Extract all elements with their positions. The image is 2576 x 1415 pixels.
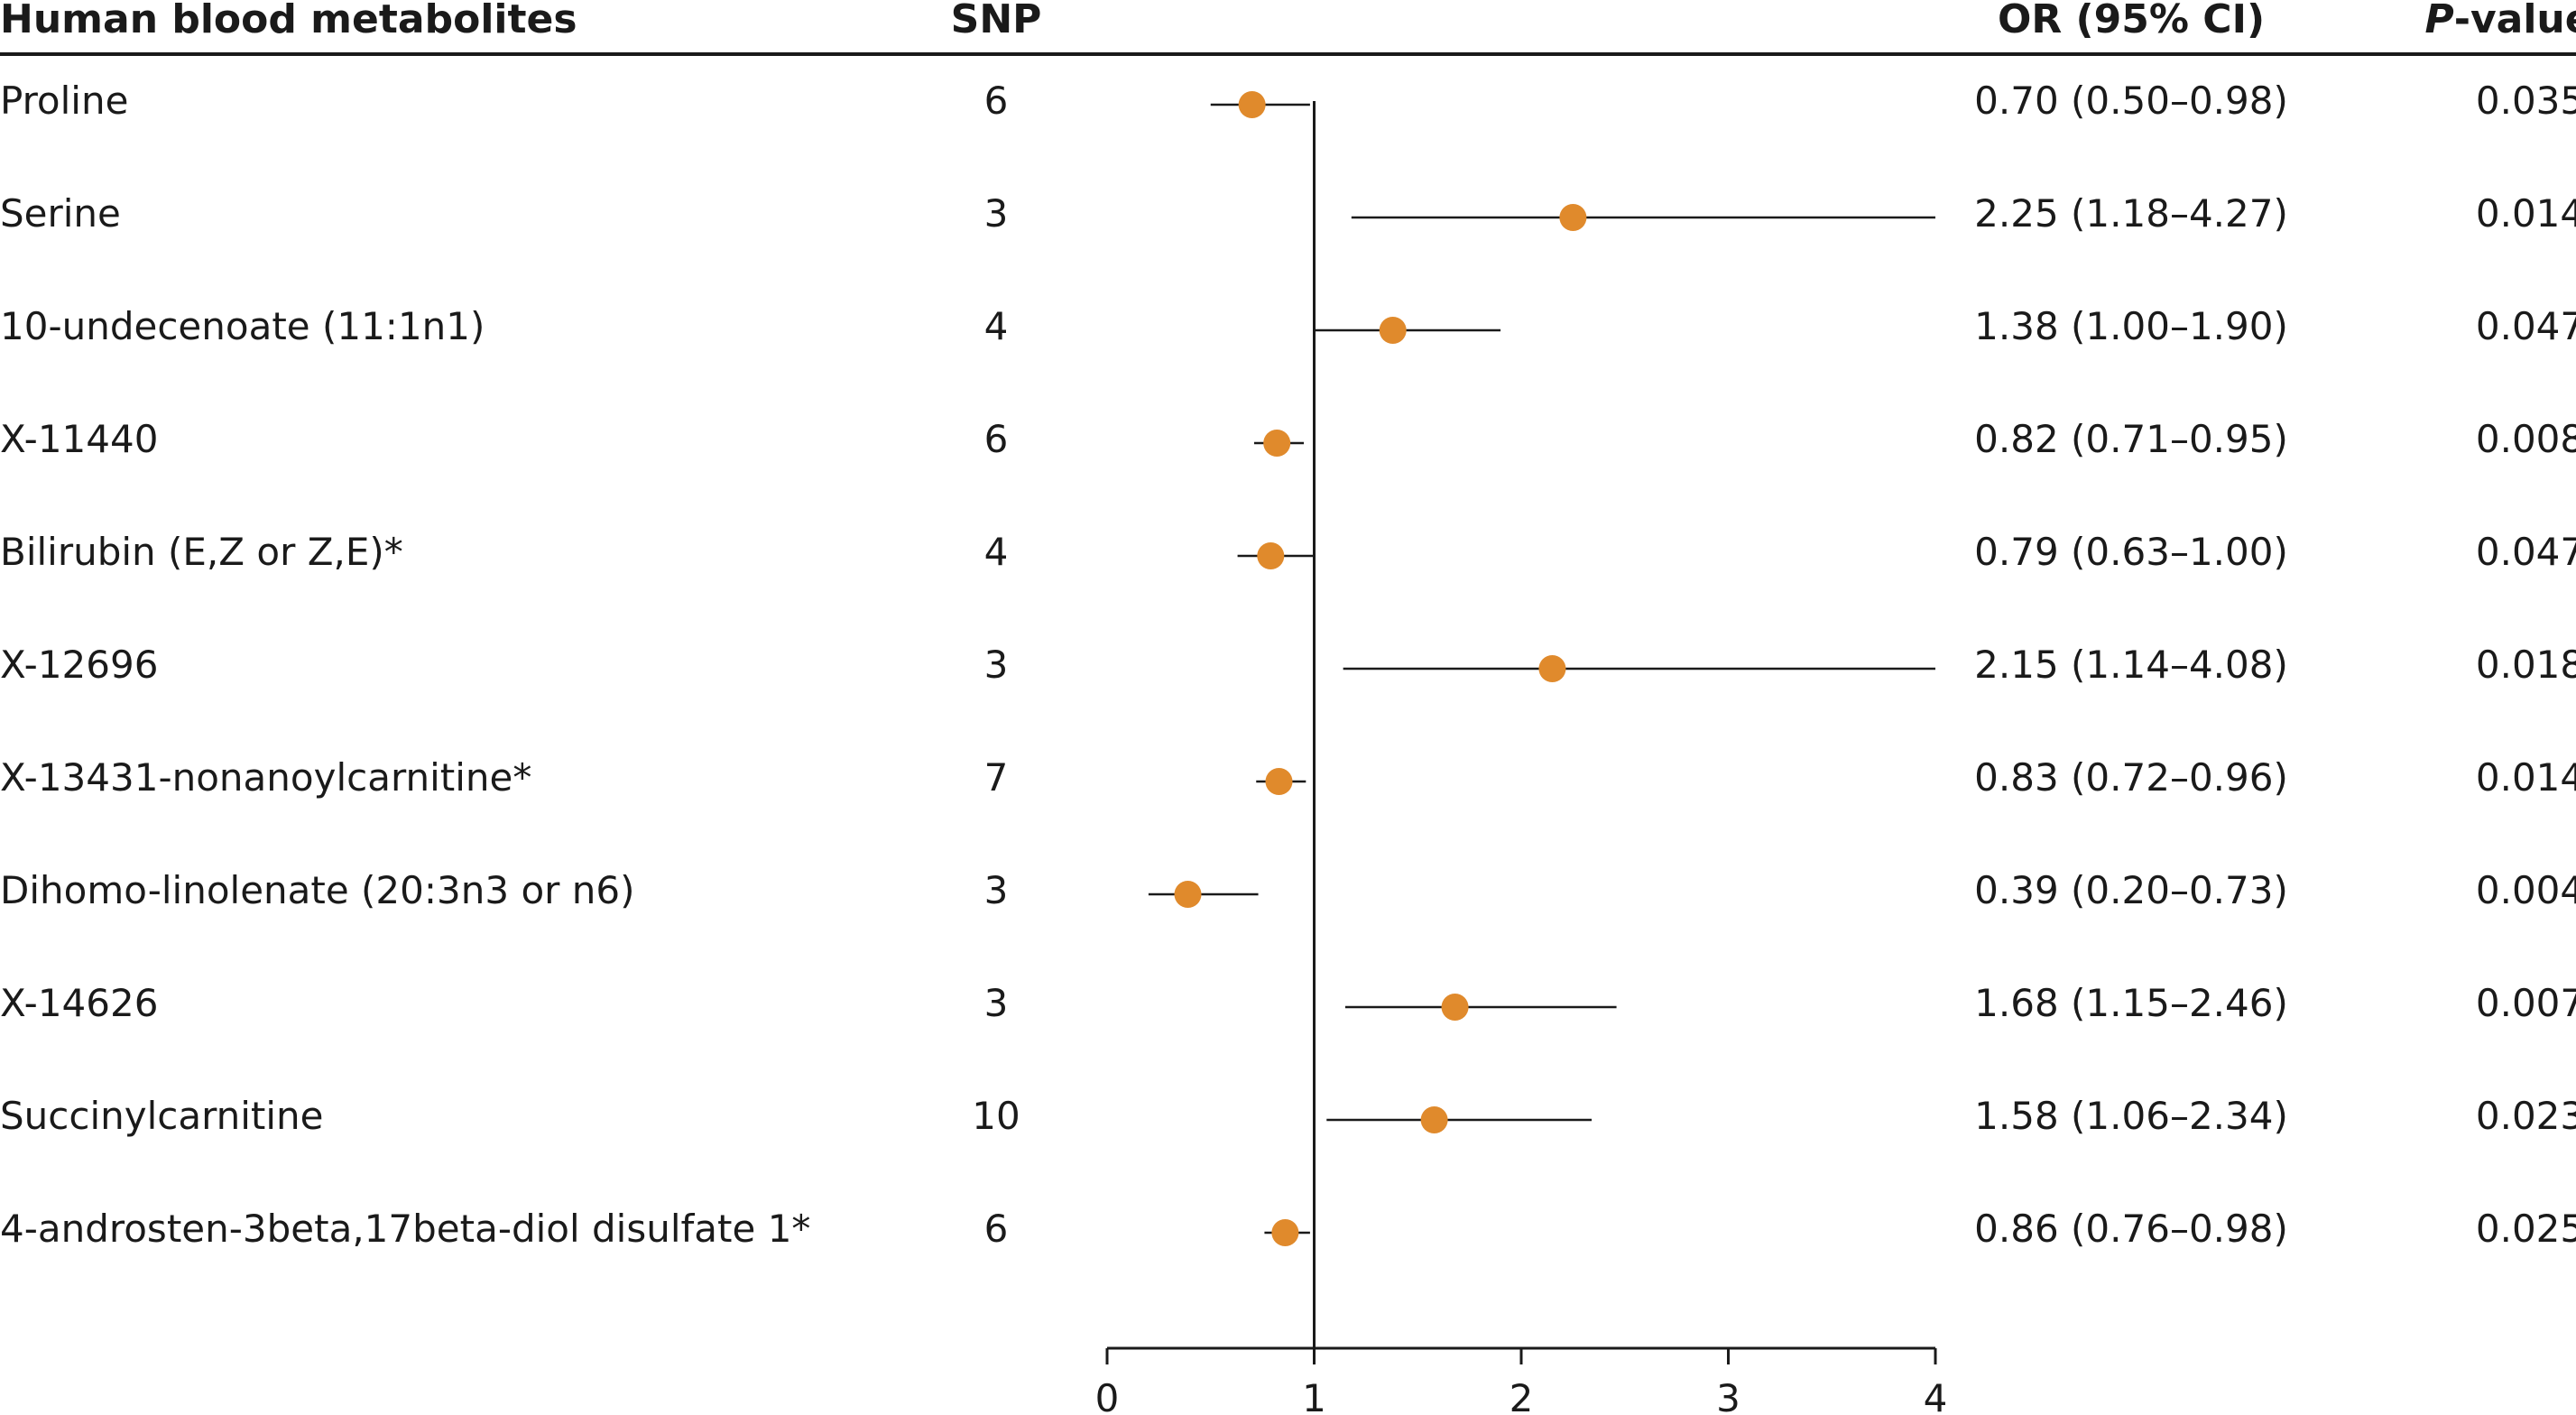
x-tick-label: 1: [1302, 1376, 1326, 1415]
or-point: [1238, 91, 1266, 118]
or-point: [1538, 655, 1566, 682]
or-point: [1559, 204, 1587, 231]
or-point: [1379, 317, 1407, 344]
or-ci-text-text: 0.86 (0.76–0.98): [1974, 1207, 2288, 1251]
header-p-italic: P: [2424, 0, 2454, 42]
p-value-text: 0.014: [2475, 755, 2576, 800]
metabolite-name-text: X-14626: [0, 981, 159, 1025]
or-ci-text-text: 0.82 (0.71–0.95): [1974, 417, 2288, 461]
metabolite-name-text: Proline: [0, 79, 129, 123]
metabolite-name: X-13431-nonanoylcarnitine*: [0, 756, 531, 800]
or-ci-text-text: 0.79 (0.63–1.00): [1974, 530, 2288, 574]
or-point: [1257, 542, 1285, 569]
or-point: [1271, 1219, 1299, 1246]
p-value-text: 0.025: [2475, 1207, 2576, 1251]
header-or-label: OR (95% CI): [1997, 0, 2266, 42]
or-ci-text-text: 0.70 (0.50–0.98): [1974, 79, 2288, 123]
metabolite-name-text: Serine: [0, 191, 121, 236]
or-ci-text-text: 1.58 (1.06–2.34): [1974, 1094, 2288, 1138]
snp-count-text: 10: [972, 1094, 1020, 1138]
metabolite-name-text: 4-androsten-3beta,17beta-diol disulfate …: [0, 1207, 811, 1251]
snp-count-text: 3: [983, 643, 1009, 687]
p-value-text: 0.035: [2475, 79, 2576, 123]
snp-count-text: 3: [983, 981, 1009, 1025]
metabolite-name-text: Bilirubin (E,Z or Z,E)*: [0, 530, 403, 574]
snp-count-text: 4: [983, 304, 1009, 348]
x-tick-label: 2: [1510, 1376, 1534, 1415]
header-snp-label: SNP: [950, 0, 1042, 42]
metabolite-name: 4-androsten-3beta,17beta-diol disulfate …: [0, 1207, 810, 1251]
or-ci-text-text: 1.68 (1.15–2.46): [1974, 981, 2288, 1025]
header-rule: [0, 52, 2576, 56]
or-ci-text-text: 1.38 (1.00–1.90): [1974, 304, 2288, 348]
or-point: [1420, 1106, 1448, 1133]
header-metabolite-label: Human blood metabolites: [0, 0, 577, 42]
or-ci-text-text: 2.15 (1.14–4.08): [1974, 643, 2288, 687]
p-value-text: 0.007: [2475, 981, 2576, 1025]
or-point: [1441, 994, 1469, 1021]
metabolite-name: Dihomo-linolenate (20:3n3 or n6): [0, 869, 634, 912]
metabolite-name: X-14626: [0, 982, 158, 1025]
metabolite-name: X-12696: [0, 643, 158, 687]
snp-count-text: 3: [983, 868, 1009, 912]
metabolite-name: Succinylcarnitine: [0, 1095, 324, 1138]
p-value-text: 0.023: [2475, 1094, 2576, 1138]
metabolite-name: Bilirubin (E,Z or Z,E)*: [0, 531, 403, 574]
metabolite-name-text: X-13431-nonanoylcarnitine*: [0, 755, 532, 800]
metabolite-name-text: Dihomo-linolenate (20:3n3 or n6): [0, 868, 635, 912]
snp-count-text: 6: [983, 417, 1009, 461]
or-ci-text-text: 0.83 (0.72–0.96): [1974, 755, 2288, 800]
p-value-text: 0.018: [2475, 643, 2576, 687]
p-value-text: 0.008: [2475, 417, 2576, 461]
snp-count-text: 6: [983, 79, 1009, 123]
metabolite-name-text: Succinylcarnitine: [0, 1094, 324, 1138]
header-metabolite: Human blood metabolites: [0, 0, 577, 40]
metabolite-name: Serine: [0, 192, 121, 236]
metabolite-name-text: X-12696: [0, 643, 159, 687]
x-tick-label: 0: [1095, 1376, 1120, 1415]
or-point: [1263, 430, 1291, 457]
or-ci-text-text: 2.25 (1.18–4.27): [1974, 191, 2288, 236]
p-value-text: 0.004: [2475, 868, 2576, 912]
x-tick-label: 4: [1924, 1376, 1948, 1415]
x-tick-label: 3: [1716, 1376, 1740, 1415]
metabolite-name-text: 10-undecenoate (11:1n1): [0, 304, 485, 348]
snp-count-text: 7: [983, 755, 1009, 800]
metabolite-name: 10-undecenoate (11:1n1): [0, 305, 485, 348]
p-value-text: 0.047: [2475, 530, 2576, 574]
p-value-text: 0.014: [2475, 191, 2576, 236]
snp-count-text: 3: [983, 191, 1009, 236]
metabolite-name-text: X-11440: [0, 417, 159, 461]
or-point: [1265, 768, 1293, 795]
or-ci-text-text: 0.39 (0.20–0.73): [1974, 868, 2288, 912]
p-value-text: 0.047: [2475, 304, 2576, 348]
header-p-suffix: -value: [2453, 0, 2576, 42]
or-point: [1174, 881, 1202, 908]
snp-count-text: 4: [983, 530, 1009, 574]
metabolite-name: Proline: [0, 79, 128, 123]
metabolite-name: X-11440: [0, 418, 158, 461]
snp-count-text: 6: [983, 1207, 1009, 1251]
